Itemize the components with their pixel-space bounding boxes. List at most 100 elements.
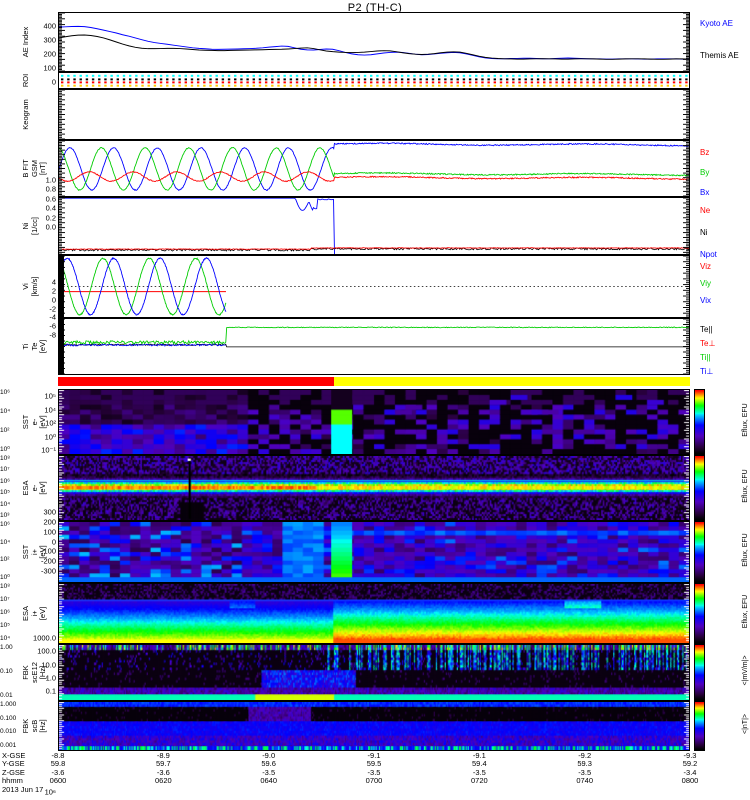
axis-x-gse-value: -8.9 — [156, 751, 170, 760]
yticks-ti: 1000.0 100.0 10.0 1.0 0.1 — [0, 318, 56, 694]
axis-x-gse-value: -8.8 — [51, 751, 65, 760]
spectrogram-fbk-b — [59, 702, 689, 750]
cb-sst-e — [694, 389, 705, 455]
colorbar-tick-label: 10⁵ — [0, 621, 10, 629]
ytick-label: 10⁶ — [44, 787, 56, 797]
ytick-label: 0 — [51, 536, 56, 546]
ytick-label: -100 — [40, 546, 56, 556]
mode-bar-segment — [58, 377, 335, 386]
legend-vix: Vix — [700, 296, 711, 305]
colorbar-tick-label: 0.010 — [0, 728, 17, 736]
colorbar-tick-label: 1.00 — [0, 643, 13, 651]
axis-y-gse-value: 59.5 — [366, 759, 382, 769]
axis-row-label-ygse: Y-GSE — [2, 759, 25, 769]
colorbar-tick-label: 10⁸ — [0, 582, 10, 590]
axis-y-gse-value: 59.7 — [156, 759, 171, 769]
ytick-label: 10⁵ — [44, 391, 56, 401]
x-axis-annotation: X-GSE Y-GSE Z-GSE hhmm -8.8 59.8 -3.6 0600 -8.9 5… — [0, 751, 750, 794]
panel-vi — [58, 255, 690, 318]
data-trace — [59, 326, 689, 346]
cb-sst-i — [694, 521, 705, 583]
colorbar-tick-label: 10⁴ — [0, 634, 11, 642]
colorbar-tick-label: 10⁵ — [0, 488, 10, 496]
ytick-label: 0 — [51, 294, 56, 304]
ytick-label: -2 — [49, 303, 56, 313]
spectrogram-esa-i — [59, 584, 689, 643]
panel-roi — [58, 72, 690, 89]
colorbar-tick-label: 1.000 — [0, 700, 17, 708]
colorbar-gradient — [695, 522, 704, 582]
colorbar-tick-label: 10² — [0, 426, 10, 434]
ytick-label: 2 — [51, 286, 56, 296]
axis-z-gse-value: -3.4 — [683, 767, 697, 777]
data-trace — [59, 247, 689, 250]
ytick-label: 10² — [45, 418, 56, 428]
ytick-label: 0.0 — [45, 222, 56, 232]
axis-row-label-xgse: X-GSE — [2, 751, 26, 760]
colorbar-tick-label: 0.001 — [0, 741, 17, 749]
ytick-label: 0.8 — [45, 184, 56, 194]
colorbar-gradient — [695, 584, 704, 643]
ytick-label: 0.4 — [45, 203, 56, 213]
legend-te: Te|| — [700, 325, 713, 334]
ylabel-fbk-b: FBK scB [Hz] — [0, 0, 47, 734]
legend-bz: Bz — [700, 148, 710, 157]
data-trace — [59, 256, 227, 316]
colorbar-tick-label: 10⁷ — [0, 595, 10, 603]
axis-x-gse-value: -9.1 — [472, 751, 486, 760]
colorbar-tick-label: 10⁴ — [0, 407, 11, 415]
ylabel-line: ROI — [21, 73, 30, 88]
axis-time-value: 0720 — [470, 776, 488, 786]
colorbar-gradient — [695, 702, 704, 750]
yticks-keogram: 1.0 0.8 0.6 0.4 0.2 0.0 — [0, 89, 56, 230]
data-trace — [59, 147, 689, 191]
axis-time-value: 0640 — [260, 776, 277, 786]
axis-time-value: 0800 — [681, 776, 699, 786]
legend-ne: Ne — [700, 206, 711, 215]
axis-z-gse-value: -3.6 — [51, 767, 65, 777]
page-title: P2 (TH-C) — [347, 2, 403, 14]
data-trace — [59, 198, 335, 254]
axis-row-label-hhmm: hhmm — [2, 776, 23, 786]
spectrogram-sst-e — [59, 390, 689, 454]
colorbar-tick-label: 0.01 — [0, 691, 13, 699]
ytick-label: 0.2 — [45, 212, 56, 222]
legend-ni: Ni — [700, 228, 708, 237]
spectrogram-sst-i — [59, 522, 689, 582]
ytick-label: 10.0 — [41, 659, 56, 669]
cb-fbk-e12-unit: <|mV/m|> — [742, 655, 749, 686]
yticks-bfit: 4 2 0 -2 -4 -6 -8 — [0, 140, 56, 338]
colorbar-tick-label: 0.10 — [0, 667, 13, 675]
legend-viy: Viy — [700, 279, 711, 288]
axis-y-gse-value: 59.8 — [50, 759, 66, 769]
colorbar-tick-label: 10⁶ — [0, 520, 10, 528]
axis-z-gse-value: -3.5 — [472, 767, 486, 777]
ytick-label: 400 — [43, 21, 56, 31]
plot-canvas-bfit — [59, 141, 689, 196]
yticks-sst-e: 10⁶ 10⁵ — [0, 389, 56, 796]
axis-y-gse-value: 59.3 — [577, 759, 592, 769]
data-trace — [59, 25, 689, 60]
plot-canvas-ae — [59, 13, 689, 71]
legend-kyotoae: Kyoto AE — [700, 19, 733, 28]
legend-by: By — [700, 168, 710, 177]
ytick-label: 10⁴ — [44, 404, 56, 414]
plot-canvas-ni — [59, 198, 689, 254]
cb-sst-e-unit: Eflux, EFU — [742, 403, 749, 437]
data-trace — [59, 247, 689, 252]
ytick-label: 1000.0 — [33, 633, 56, 643]
plot-canvas-ti — [59, 319, 689, 374]
panel-fbk-e12 — [58, 644, 690, 701]
axis-y-gse-value: 59.6 — [261, 759, 276, 769]
axis-z-gse-value: -3.6 — [156, 767, 170, 777]
colorbar-tick-label: 10⁰ — [0, 445, 10, 453]
ytick-label: -6 — [49, 321, 56, 331]
colorbar-tick-label: 10⁴ — [0, 538, 11, 546]
cb-fbk-b — [694, 701, 705, 751]
legend-ti: Ti|| — [700, 353, 711, 362]
ytick-label: 100 — [43, 526, 56, 536]
yticks-ni: 10⁵ 10⁴ 10² 10⁰ 10⁻¹ — [0, 197, 56, 453]
ytick-label: 1.0 — [45, 175, 56, 185]
ytick-label: 0.1 — [45, 686, 56, 696]
ytick-label: 1.0 — [45, 673, 56, 682]
